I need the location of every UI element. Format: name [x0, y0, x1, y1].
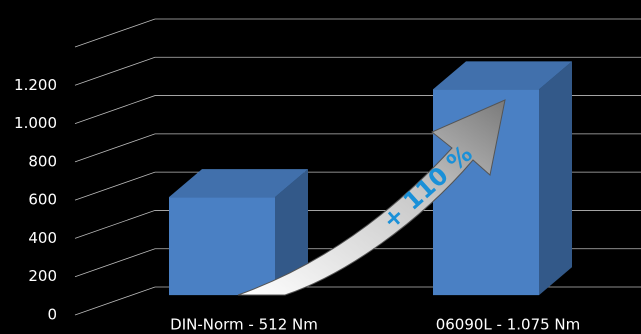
grid: [74, 18, 641, 316]
grid-line: [74, 18, 641, 48]
grid-line: [74, 286, 641, 316]
bar-side-shade: [275, 169, 308, 296]
bar-top: [433, 61, 572, 90]
bar-front: [169, 197, 275, 296]
y-tick-label: 1.200: [14, 76, 57, 94]
x-tick-label: 06090L - 1.075 Nm: [436, 316, 581, 334]
bar-top-shade: [433, 61, 572, 90]
bar-side-shade: [539, 61, 572, 296]
y-tick-label: 1.000: [14, 114, 57, 132]
y-tick-label: 400: [28, 229, 57, 247]
bar: [169, 169, 308, 296]
grid-line: [74, 56, 641, 86]
y-tick-label: 0: [47, 306, 57, 324]
bar-top: [169, 169, 308, 198]
bar-side: [539, 61, 572, 296]
bars: [169, 61, 572, 296]
y-tick-label: 200: [28, 267, 57, 285]
growth-arrow: [237, 99, 506, 296]
bar-side: [275, 169, 308, 296]
x-tick-label: DIN-Norm - 512 Nm: [170, 316, 318, 334]
y-tick-label: 800: [28, 152, 57, 170]
bar-top-shade: [169, 169, 308, 198]
y-tick-label: 600: [28, 191, 57, 209]
